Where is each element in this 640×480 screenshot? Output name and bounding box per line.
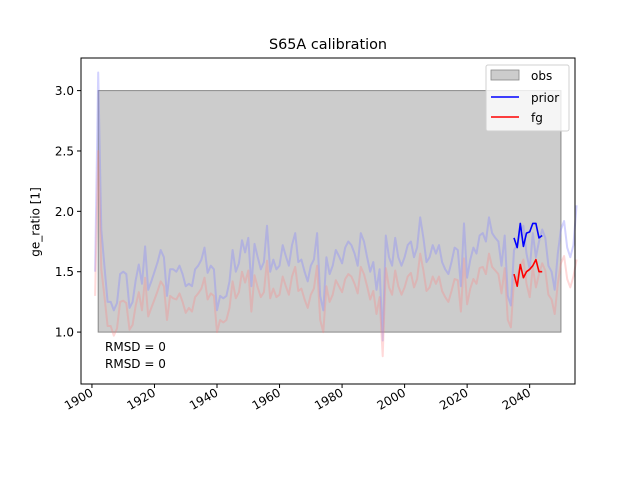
chart-title: S65A calibration [269, 37, 387, 53]
rmsd-prior-annotation: RMSD = 0 [105, 340, 166, 354]
prior-background-line [94, 71, 578, 342]
y-tick-label-2.5: 2.5 [55, 144, 74, 158]
rmsd-fg-annotation: RMSD = 0 [105, 357, 166, 371]
legend-fg-label: fg [531, 111, 543, 125]
plot-area: 1900 1920 1940 1960 1980 2000 2020 20401.01.52.… [55, 57, 578, 413]
y-tick-label-2.0: 2.0 [55, 205, 74, 219]
y-tick-label-3.0: 3.0 [55, 84, 74, 98]
legend-frame [485, 64, 570, 132]
y-tick-label-1.5: 1.5 [55, 265, 74, 279]
legend-obs-swatch [490, 69, 520, 81]
fg-series-line [513, 258, 543, 288]
legend-prior-label: prior [531, 91, 559, 105]
legend-obs-label: obs [531, 69, 552, 83]
y-tick-label-1.0: 1.0 [55, 326, 74, 340]
axes-frame [80, 57, 576, 385]
fg-background-line [94, 150, 578, 358]
y-axis-label: ge_ratio [1] [29, 187, 43, 256]
prior-series-line [513, 222, 543, 249]
obs-band [97, 90, 562, 333]
legend: obs prior fg [485, 64, 570, 132]
